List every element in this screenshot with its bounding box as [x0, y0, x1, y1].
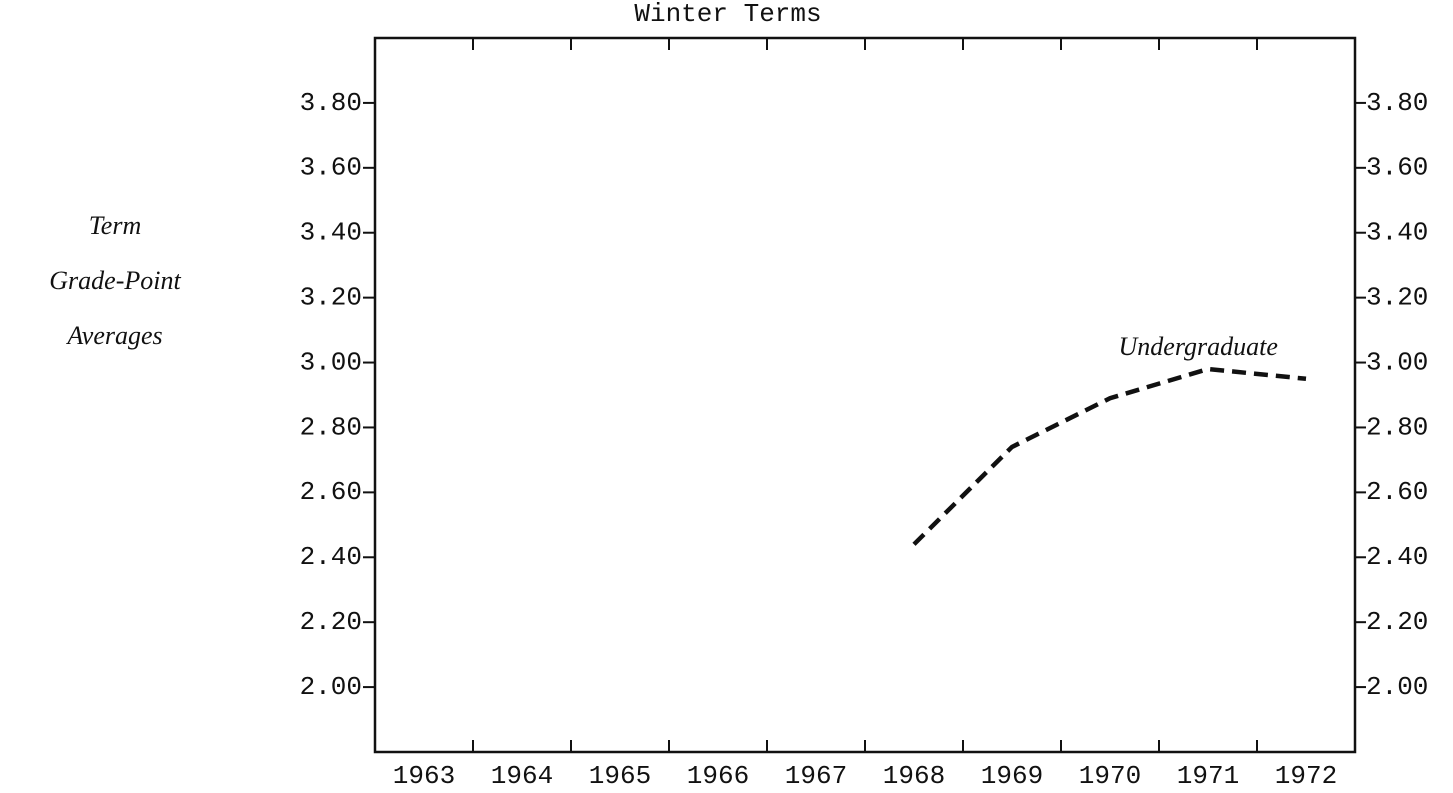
plot-frame [373, 36, 1357, 754]
y-axis-label: Grade-Point [49, 266, 181, 295]
y-tick-label: 2.60 [300, 477, 362, 507]
y2-tick-label: 2.20 [1366, 607, 1428, 637]
x-tick-label: 1968 [883, 761, 945, 791]
y2-tick-label: 2.40 [1366, 542, 1428, 572]
y2-tick-label: 3.80 [1366, 88, 1428, 118]
y-tick-label: 2.40 [300, 542, 362, 572]
x-tick-label: 1971 [1177, 761, 1239, 791]
y2-tick-label: 3.40 [1366, 218, 1428, 248]
x-tick-label: 1964 [491, 761, 553, 791]
y2-tick-label: 3.20 [1366, 283, 1428, 313]
series-label: Undergraduate [1119, 332, 1278, 361]
y-tick-label: 2.00 [300, 672, 362, 702]
chart-title: Winter Terms [634, 0, 821, 29]
y-tick-label: 3.60 [300, 153, 362, 183]
y-tick-label: 3.40 [300, 218, 362, 248]
y-tick-label: 3.80 [300, 88, 362, 118]
y-axis-label: Term [89, 211, 142, 240]
x-tick-label: 1969 [981, 761, 1043, 791]
y2-tick-label: 2.60 [1366, 477, 1428, 507]
y2-tick-label: 2.00 [1366, 672, 1428, 702]
x-tick-label: 1965 [589, 761, 651, 791]
line-series [912, 366, 1307, 546]
x-tick-label: 1970 [1079, 761, 1141, 791]
y-tick-label: 2.80 [300, 412, 362, 442]
y-tick-label: 3.20 [300, 283, 362, 313]
x-tick-label: 1967 [785, 761, 847, 791]
x-tick-label: 1966 [687, 761, 749, 791]
y-axis-label: Averages [65, 321, 162, 350]
y2-tick-label: 2.80 [1366, 412, 1428, 442]
y2-tick-label: 3.60 [1366, 153, 1428, 183]
x-tick-label: 1972 [1275, 761, 1337, 791]
y-tick-label: 2.20 [300, 607, 362, 637]
y2-tick-label: 3.00 [1366, 347, 1428, 377]
y-tick-label: 3.00 [300, 347, 362, 377]
x-tick-label: 1963 [393, 761, 455, 791]
